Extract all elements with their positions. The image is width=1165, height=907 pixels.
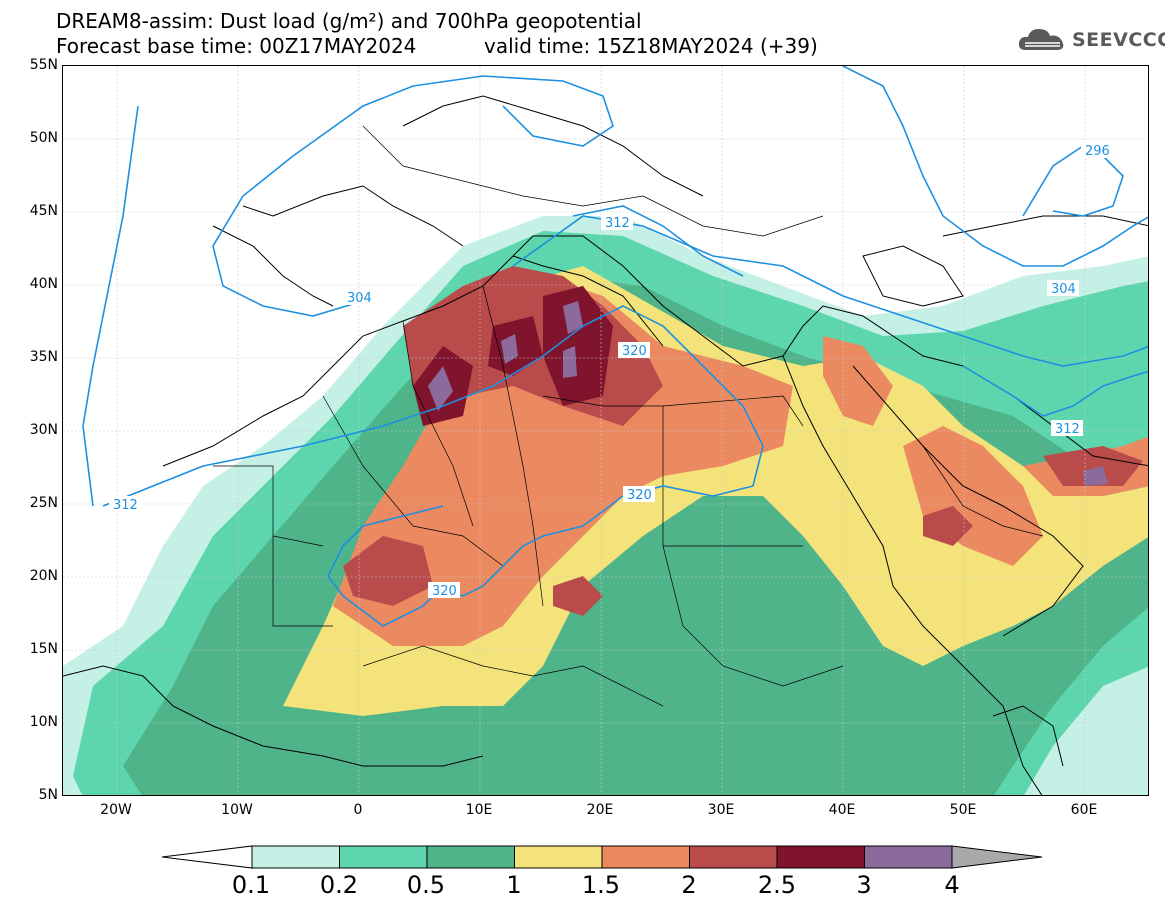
colorbar-label: 0.2 [319,871,359,899]
lat-label: 30N [29,422,58,438]
lon-label: 30E [707,802,735,818]
lon-label: 50E [949,802,977,818]
lat-label: 15N [29,641,58,657]
contour-label: 320 [622,344,647,359]
contour-label: 320 [432,584,457,599]
colorbar-swatch [251,845,340,869]
lat-label: 10N [29,714,58,730]
cloud-logo-icon [1018,29,1064,50]
valid-time: valid time: 15Z18MAY2024 (+39) [484,34,818,58]
lat-label: 5N [38,787,58,803]
lon-label: 60E [1070,802,1098,818]
seevccc-logo: SEEVCCC [1016,24,1165,58]
contour-label: 320 [627,488,652,503]
colorbar-swatch [776,845,865,869]
lat-label: 45N [29,203,58,219]
colorbar-label: 4 [944,871,960,899]
forecast-base-time: Forecast base time: 00Z17MAY2024 [56,34,417,58]
dust-field: 296 312 304 304 320 320 320 312 312 [63,66,1148,795]
dust-map: 296 312 304 304 320 320 320 312 312 [62,65,1149,796]
colorbar-label: 1.5 [581,871,621,899]
colorbar-swatch [864,845,953,869]
logo-text: SEEVCCC [1072,29,1165,51]
colorbar-swatch [689,845,778,869]
lon-label: 20W [100,802,132,818]
colorbar-label: 2 [681,871,697,899]
contour-label: 304 [347,291,372,306]
lon-label: 0 [353,802,363,818]
lat-label: 35N [29,349,58,365]
contour-label: 312 [605,216,630,231]
map-title: DREAM8-assim: Dust load (g/m²) and 700hP… [56,9,642,33]
lon-label: 40E [828,802,856,818]
contour-label: 304 [1051,282,1076,297]
contour-label: 312 [1055,422,1080,437]
colorbar-swatch [426,845,515,869]
lat-label: 50N [29,130,58,146]
lat-label: 20N [29,568,58,584]
lon-label: 10E [465,802,493,818]
colorbar-label: 3 [856,871,872,899]
lon-label: 10W [221,802,253,818]
lat-label: 25N [29,495,58,511]
colorbar-label: 0.1 [231,871,271,899]
lat-label: 55N [29,57,58,73]
lat-label: 40N [29,276,58,292]
contour-label: 312 [113,498,138,513]
colorbar-swatch [514,845,603,869]
colorbar-swatch [601,845,690,869]
colorbar-swatches [161,845,1043,869]
contour-label: 296 [1085,144,1110,159]
colorbar-label: 0.5 [406,871,446,899]
colorbar-label: 1 [506,871,522,899]
colorbar-label: 2.5 [757,871,797,899]
colorbar-swatch [339,845,428,869]
lon-label: 20E [586,802,614,818]
colorbar [161,844,1043,874]
